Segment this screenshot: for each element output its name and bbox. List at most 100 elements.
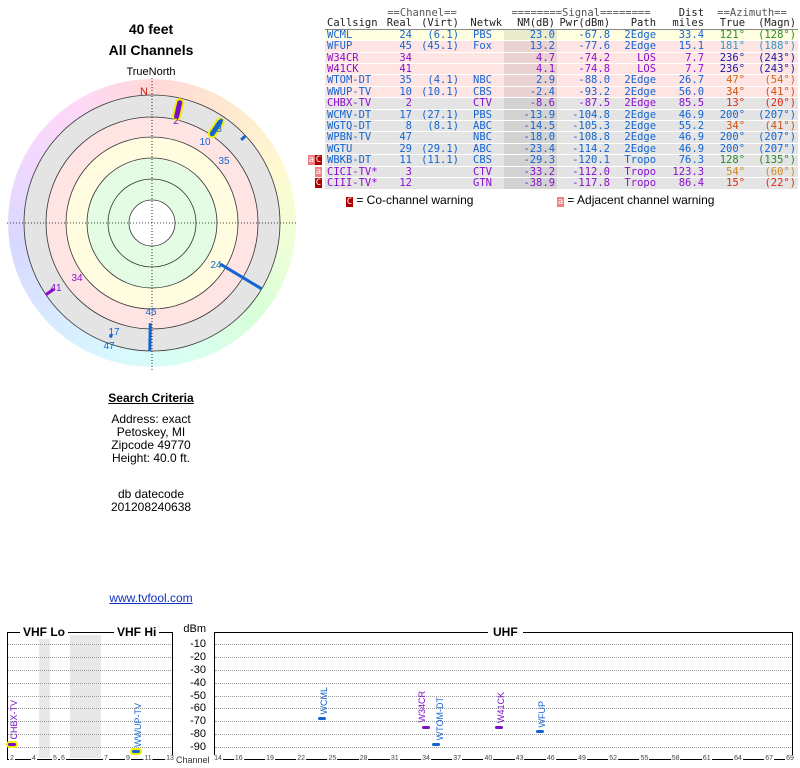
gridline	[8, 747, 171, 748]
cell-nm: -14.5	[504, 120, 558, 133]
cell-pwr: -108.8	[557, 131, 613, 144]
cell-virt	[414, 177, 462, 190]
spectrum-label-wtom-dt: WTOM-DT	[435, 697, 446, 741]
station-row[interactable]: WFUP 45 (45.1) Fox 13.2 -77.6 2Edge 15.1 181° (18…	[325, 40, 799, 53]
cell-callsign: WCMV-DT	[325, 109, 383, 122]
cell-virt: (29.1)	[414, 143, 462, 156]
channel-tick-label: 25	[327, 755, 338, 763]
antenna-height: 40 feet	[128, 21, 174, 37]
azimuth-group-header: ==Azimuth==	[717, 7, 787, 19]
gridline	[215, 708, 791, 710]
channel-filter-title: All Channels	[108, 42, 194, 58]
cell-callsign: W34CR	[325, 52, 383, 65]
gridline	[215, 682, 791, 684]
polar-mark-41[interactable]	[45, 288, 54, 296]
station-row[interactable]: W34CR 34 4.7 -74.2 LOS 7.7 236° (243°)	[325, 52, 799, 65]
station-row[interactable]: WWUP-TV 10 (10.1) CBS -2.4 -93.2 2Edge 56.0 34°(…	[325, 86, 799, 99]
dbm-unit-label: dBm	[183, 623, 206, 635]
station-row[interactable]: WPBN-TV 47 NBC -18.0 -108.8 2Edge 46.9 200° (207…	[325, 131, 799, 144]
cell-real: 47	[383, 131, 414, 144]
station-row[interactable]: WBKB-DT a C 11 (11.1) CBS -29.3 -120.1 Tropo 76.3…	[308, 154, 799, 167]
polar-mark-8[interactable]	[209, 119, 223, 137]
tvfool-link[interactable]: www.tvfool.com	[109, 591, 193, 605]
gridline	[8, 656, 171, 658]
spectrum-marker-chbx-tv[interactable]	[8, 742, 16, 746]
polar-mark-2[interactable]	[174, 100, 183, 119]
cell-real: 17	[383, 109, 414, 122]
channel-tick-label: 19	[265, 755, 275, 763]
co-channel-legend: C = Co-channel warning	[346, 194, 473, 207]
cell-magn: (60°)	[747, 166, 799, 179]
gridline	[215, 721, 791, 723]
cell-true: 200°	[706, 109, 748, 122]
col-path: Path	[612, 18, 659, 30]
polar-label-41: 41	[50, 283, 62, 294]
channel-tick-label: 61	[701, 755, 712, 763]
gridline	[8, 721, 171, 723]
spectrum-marker-wfup[interactable]	[536, 730, 545, 734]
spectrum-marker-wtom-dt[interactable]	[432, 743, 441, 747]
cell-virt	[414, 166, 462, 179]
cell-dist: 33.4	[658, 29, 707, 42]
cell-netwk: ABC	[461, 143, 505, 156]
gridline	[215, 734, 791, 736]
polar-label-45: 45	[145, 307, 157, 318]
polar-plot: N 2 8 10 35 24 45 17 47 34 41	[7, 78, 297, 370]
polar-mark-24[interactable]	[219, 262, 263, 291]
channel-tick-label: 28	[358, 755, 369, 763]
cell-pwr: -114.2	[557, 143, 613, 156]
cell-real: 41	[383, 63, 414, 76]
spectrum-marker-wcml[interactable]	[318, 717, 326, 721]
polar-label-17: 17	[108, 327, 120, 338]
polar-mark-35[interactable]	[240, 134, 247, 141]
cell-true: 236°	[706, 63, 748, 76]
cell-nm: 13.2	[504, 40, 558, 53]
cell-real: 45	[383, 40, 414, 53]
dbm-tick-label: -70	[190, 715, 206, 728]
cell-callsign: WGTU	[325, 143, 383, 156]
station-row[interactable]: CICI-TV* a 3 CTV -33.2 -112.0 Tropo 123.3 54° (60…	[315, 166, 799, 179]
signal-group-header: ========Signal========	[511, 7, 651, 19]
dbm-tick-label: -10	[190, 638, 206, 650]
north-marker: N	[140, 86, 148, 98]
station-row[interactable]: WTOM-DT 35 (4.1) NBC 2.9 -88.0 2Edge 26.7 47° (54…	[325, 74, 799, 87]
channel-tick-label: 31	[389, 755, 400, 763]
cell-virt	[414, 97, 462, 110]
cell-dist: 46.9	[658, 131, 707, 144]
cell-nm: 23.0	[504, 29, 558, 42]
height-line: Height: 40.0 ft.	[111, 451, 191, 465]
cell-virt: (45.1)	[414, 40, 462, 53]
channel-tick-label: 49	[577, 755, 587, 763]
cell-true: 13°	[706, 97, 748, 110]
spectrum-marker-w34cr[interactable]	[422, 725, 430, 729]
channel-axis	[7, 759, 172, 760]
station-row[interactable]: WCMV-DT 17 (27.1) PBS -13.9 -104.8 2Edge 46.9 20…	[325, 109, 799, 122]
cell-virt	[414, 131, 462, 144]
station-row[interactable]: W41CK 41 4.1 -74.8 LOS 7.7 236° (243°)	[325, 63, 799, 76]
station-row[interactable]: CHBX-TV 2 CTV -8.6 -87.5 2Edge 85.5 13° (20°)	[325, 97, 799, 110]
station-row[interactable]: WGTU 29 (29.1) ABC -23.4 -114.2 2Edge 46.9 200°(…	[325, 143, 799, 156]
gridline	[215, 656, 791, 658]
cell-nm: 2.9	[504, 74, 558, 87]
station-row[interactable]: WGTQ-DT 8 (8.1) ABC -14.5 -105.3 2Edge 55.2 34°(…	[325, 120, 799, 133]
gridline	[8, 682, 171, 684]
cell-nm: -29.3	[504, 154, 558, 167]
cell-real: 29	[383, 143, 414, 156]
polar-mark-47[interactable]	[109, 333, 113, 337]
col-pwr: Pwr(dBm)	[557, 18, 613, 30]
cell-nm: -38.9	[504, 177, 558, 190]
polar-mark-10[interactable]	[219, 118, 224, 122]
station-row[interactable]: WCML 24 (6.1) PBS 23.0 -67.8 2Edge 33.4 121° (128…	[325, 29, 799, 42]
channel-tick-label: 52	[608, 755, 619, 763]
cell-virt: (8.1)	[414, 120, 462, 133]
station-row[interactable]: CIII-TV* C 12 GTN -38.9 -117.8 Tropo 86.4 15° (22…	[315, 177, 799, 190]
col-nm: NM(dB)	[504, 18, 558, 30]
gridline	[215, 747, 791, 748]
cell-nm: -2.4	[504, 86, 558, 99]
spectrum-marker-wwup-tv[interactable]	[132, 750, 140, 754]
cell-magn: (54°)	[747, 74, 799, 87]
cell-nm: -23.4	[504, 143, 558, 156]
spectrum-label-wcml: WCML	[319, 686, 329, 715]
spectrum-marker-w41ck[interactable]	[494, 726, 503, 730]
cell-real: 10	[383, 86, 414, 99]
